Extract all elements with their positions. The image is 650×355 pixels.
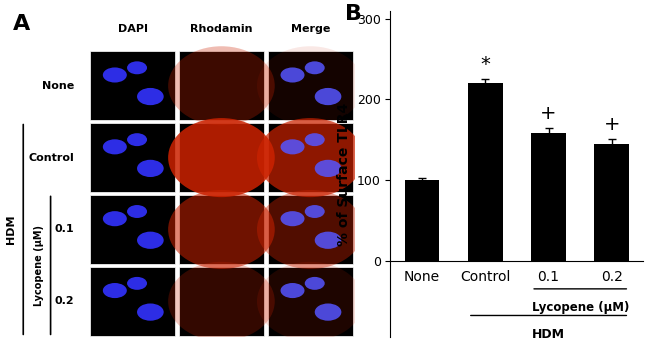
Text: +: +	[540, 104, 557, 123]
Text: HDM: HDM	[6, 215, 16, 244]
FancyBboxPatch shape	[268, 267, 353, 335]
Text: Lycopene (μM): Lycopene (μM)	[532, 301, 629, 314]
Text: +: +	[604, 115, 620, 134]
Text: *: *	[480, 55, 490, 74]
Ellipse shape	[257, 118, 363, 197]
Ellipse shape	[168, 118, 275, 197]
FancyBboxPatch shape	[179, 267, 264, 335]
FancyBboxPatch shape	[268, 123, 353, 192]
FancyBboxPatch shape	[90, 267, 176, 335]
Ellipse shape	[168, 262, 275, 341]
Ellipse shape	[127, 205, 147, 218]
Text: 0.2: 0.2	[55, 296, 75, 306]
Text: HDM: HDM	[532, 328, 565, 340]
FancyBboxPatch shape	[179, 195, 264, 264]
Text: Rhodamin: Rhodamin	[190, 23, 253, 33]
Text: Merge: Merge	[291, 23, 330, 33]
Ellipse shape	[137, 160, 164, 177]
Ellipse shape	[315, 304, 341, 321]
FancyBboxPatch shape	[268, 195, 353, 264]
Ellipse shape	[103, 211, 127, 226]
Ellipse shape	[281, 211, 304, 226]
Ellipse shape	[127, 277, 147, 290]
Ellipse shape	[127, 133, 147, 146]
Bar	[531, 133, 566, 261]
FancyBboxPatch shape	[90, 195, 176, 264]
Ellipse shape	[168, 190, 275, 269]
Ellipse shape	[305, 133, 325, 146]
Ellipse shape	[281, 67, 304, 82]
FancyBboxPatch shape	[90, 51, 176, 120]
Ellipse shape	[137, 88, 164, 105]
Ellipse shape	[257, 46, 363, 125]
Ellipse shape	[305, 205, 325, 218]
Text: Lycopene (μM): Lycopene (μM)	[34, 225, 44, 306]
FancyBboxPatch shape	[179, 51, 264, 120]
Text: DAPI: DAPI	[118, 23, 148, 33]
Bar	[405, 180, 439, 261]
Text: B: B	[345, 4, 362, 24]
Ellipse shape	[103, 283, 127, 298]
Ellipse shape	[315, 231, 341, 249]
FancyBboxPatch shape	[90, 123, 176, 192]
Text: 0.1: 0.1	[55, 224, 75, 234]
Ellipse shape	[305, 277, 325, 290]
Bar	[595, 144, 629, 261]
Ellipse shape	[257, 190, 363, 269]
Ellipse shape	[315, 160, 341, 177]
Bar	[468, 83, 502, 261]
Y-axis label: % of Surface TLR4: % of Surface TLR4	[337, 102, 351, 246]
Ellipse shape	[257, 262, 363, 341]
Ellipse shape	[315, 88, 341, 105]
Ellipse shape	[103, 139, 127, 154]
Ellipse shape	[127, 61, 147, 74]
FancyBboxPatch shape	[179, 123, 264, 192]
Ellipse shape	[281, 283, 304, 298]
Text: A: A	[13, 14, 31, 34]
Text: None: None	[42, 81, 75, 91]
Ellipse shape	[137, 304, 164, 321]
Ellipse shape	[305, 61, 325, 74]
Text: Control: Control	[29, 153, 75, 163]
Ellipse shape	[103, 67, 127, 82]
FancyBboxPatch shape	[268, 51, 353, 120]
Ellipse shape	[281, 139, 304, 154]
Ellipse shape	[168, 46, 275, 125]
Ellipse shape	[137, 231, 164, 249]
